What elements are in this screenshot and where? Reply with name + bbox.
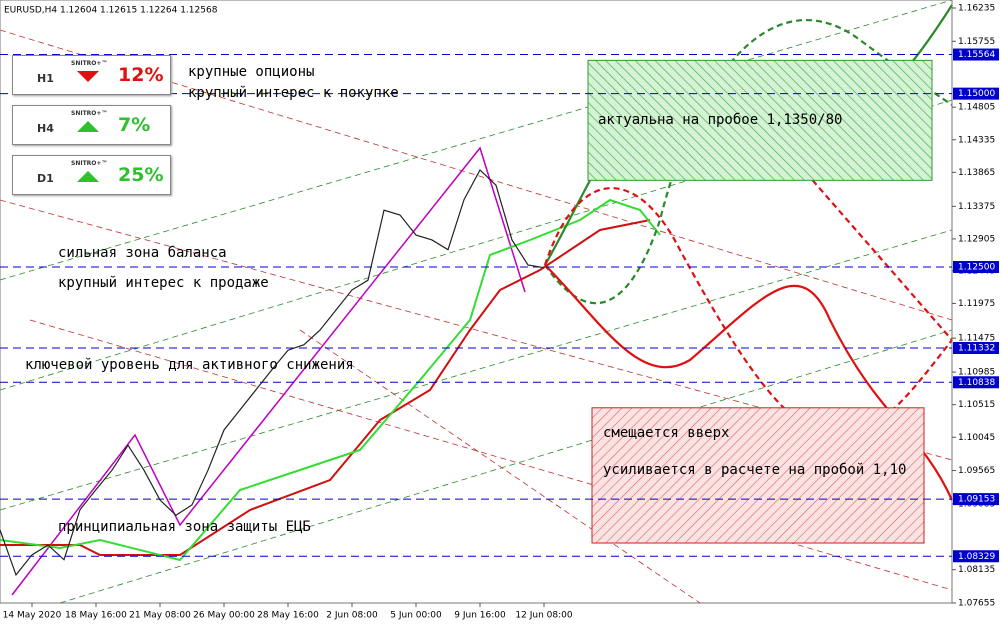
level-label: 1.12500 [958,263,995,273]
level-label-box [953,342,999,355]
level-label-box [953,550,999,563]
chart-title: EURUSD,H4 1.12604 1.12615 1.12264 1.1256… [4,6,218,16]
direction-arrow [77,71,99,82]
annotation: крупные опционы [188,64,314,80]
y-tick-label: 1.12905 [958,234,995,244]
x-tick-label: 14 May 2020 [3,611,62,621]
widget-value: 7% [118,114,151,136]
level-label: 1.15000 [958,89,995,99]
y-tick-label: 1.07655 [958,599,995,609]
y-tick-label: 1.13375 [958,202,995,212]
y-tick-label: 1.11475 [958,334,995,344]
signal-widget: H4 SNITRO+™ 7% [12,105,171,145]
widget-timeframe: H1 [37,72,54,85]
signal-widget: H1 SNITRO+™ 12% [12,55,171,95]
annotation: сильная зона баланса [58,245,227,261]
annotation: усиливается в расчете на пробой 1,10 [603,462,906,478]
widget-brand: SNITRO+™ [71,60,108,67]
level-label: 1.15564 [958,50,995,60]
widget-timeframe: D1 [37,172,54,185]
annotation: актуальна на пробое 1,1350/80 [598,112,842,128]
annotation: ключевой уровень для активного снижения [25,357,354,373]
x-tick-label: 9 Jun 16:00 [454,611,506,621]
zone [587,59,933,181]
widget-brand: SNITRO+™ [71,160,108,167]
y-tick-label: 1.16235 [958,4,995,14]
x-tick-label: 21 May 08:00 [129,611,191,621]
y-tick-label: 1.10515 [958,400,995,410]
x-tick-label: 2 Jun 08:00 [326,611,378,621]
level-label: 1.10838 [958,378,995,388]
x-tick-label: 5 Jun 00:00 [390,611,442,621]
x-tick-label: 26 May 00:00 [193,611,255,621]
level-label-box [953,87,999,100]
level-label: 1.09153 [958,495,995,505]
y-tick-label: 1.13865 [958,168,995,178]
level-label: 1.08329 [958,552,995,562]
widget-brand: SNITRO+™ [71,110,108,117]
level-label-box [953,376,999,389]
x-tick-label: 12 Jun 08:00 [515,611,572,621]
y-tick-label: 1.11975 [958,299,995,309]
y-tick-label: 1.14805 [958,103,995,113]
annotation: крупный интерес к продаже [58,275,269,291]
direction-arrow [77,121,99,132]
y-tick-label: 1.09565 [958,466,995,476]
annotation: крупный интерес к покупке [188,85,399,101]
level-label: 1.11332 [958,344,995,354]
signal-widget: D1 SNITRO+™ 25% [12,155,171,195]
y-tick-label: 1.14335 [958,135,995,145]
level-label-box [953,493,999,506]
y-tick-label: 1.10985 [958,368,995,378]
y-tick-label: 1.08135 [958,565,995,575]
annotation: принципиальная зона защиты ЕЦБ [58,519,311,535]
zigzag [11,146,526,596]
x-tick-label: 28 May 16:00 [257,611,319,621]
widget-timeframe: H4 [37,122,54,135]
ichimoku-lines [0,198,661,562]
price-line [0,168,545,577]
widget-value: 25% [118,164,164,186]
widget-value: 12% [118,64,164,86]
direction-arrow [77,171,99,182]
y-tick-label: 1.15755 [958,37,995,47]
x-tick-label: 18 May 16:00 [65,611,127,621]
level-label-box [953,261,999,274]
zone [591,407,925,544]
level-label-box [953,48,999,61]
annotation: смещается вверх [603,425,729,441]
y-tick-label: 1.10045 [958,433,995,443]
